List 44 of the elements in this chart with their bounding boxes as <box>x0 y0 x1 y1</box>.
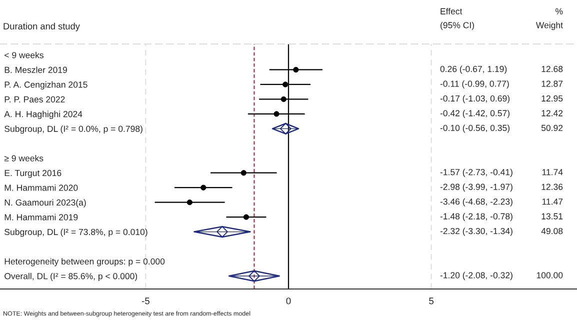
y-tick-label: < 9 weeks <box>4 52 44 58</box>
y-tick-label: M. Hammami 2019 <box>4 214 78 220</box>
annotation: -0.11 (-0.99, 0.77) <box>440 80 509 89</box>
annotation: 50.92 <box>541 124 563 132</box>
text: % Weight <box>536 8 563 30</box>
annotation: 12.87 <box>542 80 563 87</box>
x-tick-label: -5 <box>142 298 150 304</box>
text: Effect (95% CI) <box>440 8 474 30</box>
annotation: -2.32 (-3.30, -1.34) <box>440 228 512 236</box>
annotation: -0.42 (-1.42, 0.57) <box>440 110 510 118</box>
annotation: -1.20 (-2.08, -0.32) <box>440 272 512 280</box>
y-tick-label: P. P. Paes 2022 <box>4 96 65 102</box>
annotation: 12.42 <box>542 110 563 116</box>
point <box>216 226 228 238</box>
annotation: 12.36 <box>542 184 563 190</box>
y-tick-label: Heterogeneity between groups: p = 0.000 <box>4 258 165 266</box>
annotation: 0.26 (-0.67, 1.19) <box>440 66 507 74</box>
annotation: 12.68 <box>542 66 563 72</box>
y-tick-label: P. A. Cengizhan 2015 <box>4 81 88 90</box>
annotation: -1.48 (-2.18, -0.78) <box>440 212 512 222</box>
annotation: 12.95 <box>542 95 563 102</box>
y-axis-title: Duration and study <box>4 22 80 32</box>
annotation: -0.10 (-0.56, 0.35) <box>440 124 510 133</box>
x-tick-label: 0 <box>286 298 291 304</box>
annotation: -2.98 (-3.99, -1.97) <box>440 184 512 192</box>
annotation: -1.57 (-2.73, -0.41) <box>440 168 512 177</box>
annotation: 49.08 <box>541 228 563 234</box>
y-tick-label: Subgroup, DL (I² = 73.8%, p = 0.010) <box>4 228 148 237</box>
y-tick-label: ≥ 9 weeks <box>4 154 44 162</box>
annotation: -0.17 (-1.03, 0.69) <box>440 95 510 104</box>
annotation: 11.47 <box>542 198 563 205</box>
annotation: 13.51 <box>542 213 563 220</box>
annotation: 11.74 <box>542 169 563 176</box>
y-tick-label: M. Hammami 2020 <box>4 184 78 191</box>
y-tick-label: Overall, DL (I² = 85.6%, p < 0.000) <box>4 272 138 281</box>
y-tick-label: B. Meszler 2019 <box>4 66 67 73</box>
y-tick-label: E. Turgut 2016 <box>4 170 62 178</box>
y-tick-label: Subgroup, DL (I² = 0.0%, p = 0.798) <box>4 125 142 134</box>
y-tick-label: A. H. Haghighi 2024 <box>4 110 82 119</box>
annotation: 100.00 <box>536 272 563 278</box>
point <box>248 270 260 282</box>
annotation: -3.46 (-4.68, -2.23) <box>440 198 512 206</box>
y-tick-label: N. Gaamouri 2023(a) <box>4 199 86 208</box>
x-tick-label: 5 <box>429 298 434 304</box>
